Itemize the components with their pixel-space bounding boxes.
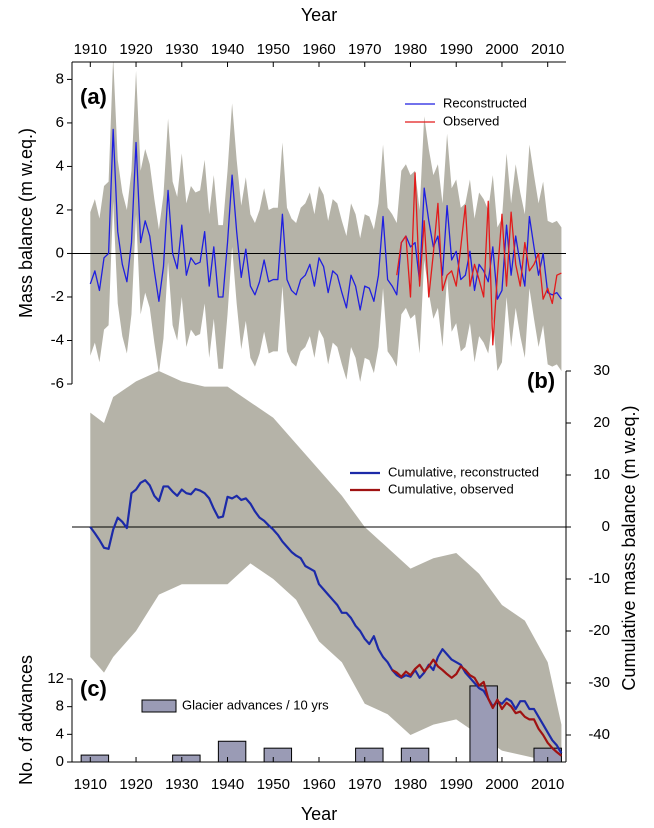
- y-tick-label: 10: [593, 466, 610, 483]
- y-tick-label: 8: [56, 70, 64, 87]
- series-line: [391, 658, 563, 757]
- x-tick-label: 2000: [485, 776, 518, 793]
- y-tick-label: -10: [588, 570, 610, 587]
- bar: [263, 747, 293, 763]
- y-tick-label: -20: [588, 622, 610, 639]
- legend-label: Cumulative, reconstructed: [388, 464, 539, 479]
- x-tick-label: 1910: [74, 776, 107, 793]
- y-tick-label: -2: [51, 288, 64, 305]
- uncertainty-band: [90, 62, 562, 382]
- bar: [469, 685, 498, 763]
- bands: [90, 62, 562, 761]
- x-tick-label: 1920: [119, 41, 152, 58]
- y-axis-title: Mass balance (m w.eq.): [16, 128, 36, 318]
- x-tick-label: 1960: [302, 41, 335, 58]
- reference-lines: [72, 252, 566, 528]
- y-axis-title: No. of advances: [16, 655, 36, 785]
- x-tick-label: 2010: [531, 776, 564, 793]
- y-tick-label: 0: [56, 753, 64, 770]
- panel-label: (a): [80, 84, 107, 109]
- y-tick-label: 0: [56, 244, 64, 261]
- x-axis-title: Year: [301, 5, 337, 25]
- legend-label: Glacier advances / 10 yrs: [182, 697, 329, 712]
- y-tick-label: -40: [588, 726, 610, 743]
- bar: [217, 740, 247, 763]
- series-line: [396, 172, 562, 346]
- axes: [67, 61, 571, 763]
- x-tick-label: 1950: [257, 776, 290, 793]
- y-tick-label: 2: [56, 201, 64, 218]
- x-tick-label: 2000: [485, 41, 518, 58]
- bar: [400, 747, 430, 763]
- x-tick-label: 1920: [119, 776, 152, 793]
- lines: [89, 128, 563, 757]
- x-tick-label: 1960: [302, 776, 335, 793]
- x-tick-label: 1940: [211, 776, 244, 793]
- x-axis-title: Year: [301, 804, 337, 824]
- bar: [172, 754, 201, 763]
- y-tick-label: -4: [51, 331, 64, 348]
- y-axis-title: Cumulative mass balance (m w.eq.): [619, 405, 639, 690]
- panel-label: (b): [527, 368, 555, 393]
- y-tick-label: 12: [47, 670, 64, 687]
- labels: (a)Mass balance (m w.eq.)Year-6-4-202468…: [16, 5, 639, 824]
- series-line: [89, 479, 563, 754]
- x-tick-label: 1990: [440, 41, 473, 58]
- panel-label: (c): [80, 676, 107, 701]
- x-tick-label: 1970: [348, 41, 381, 58]
- x-tick-label: 1930: [165, 776, 198, 793]
- x-tick-label: 2010: [531, 41, 564, 58]
- x-tick-label: 1910: [74, 41, 107, 58]
- bar: [80, 754, 110, 763]
- x-tick-label: 1950: [257, 41, 290, 58]
- legend-swatch: [141, 699, 177, 713]
- y-tick-label: -30: [588, 674, 610, 691]
- x-tick-label: 1980: [394, 776, 427, 793]
- series-line: [89, 128, 562, 311]
- y-tick-label: 4: [56, 157, 64, 174]
- y-tick-label: 0: [602, 518, 610, 535]
- y-tick-label: 8: [56, 698, 64, 715]
- y-tick-label: -6: [51, 375, 64, 392]
- x-tick-label: 1930: [165, 41, 198, 58]
- x-tick-label: 1980: [394, 41, 427, 58]
- bar: [355, 747, 384, 763]
- x-tick-label: 1990: [440, 776, 473, 793]
- legend-label: Cumulative, observed: [388, 481, 514, 496]
- uncertainty-band: [90, 371, 562, 761]
- y-tick-label: 20: [593, 414, 610, 431]
- y-tick-label: 30: [593, 362, 610, 379]
- x-tick-label: 1970: [348, 776, 381, 793]
- y-tick-label: 4: [56, 725, 64, 742]
- y-tick-label: 6: [56, 114, 64, 131]
- legend-label: Observed: [443, 113, 499, 128]
- legend-label: Reconstructed: [443, 95, 527, 110]
- x-tick-label: 1940: [211, 41, 244, 58]
